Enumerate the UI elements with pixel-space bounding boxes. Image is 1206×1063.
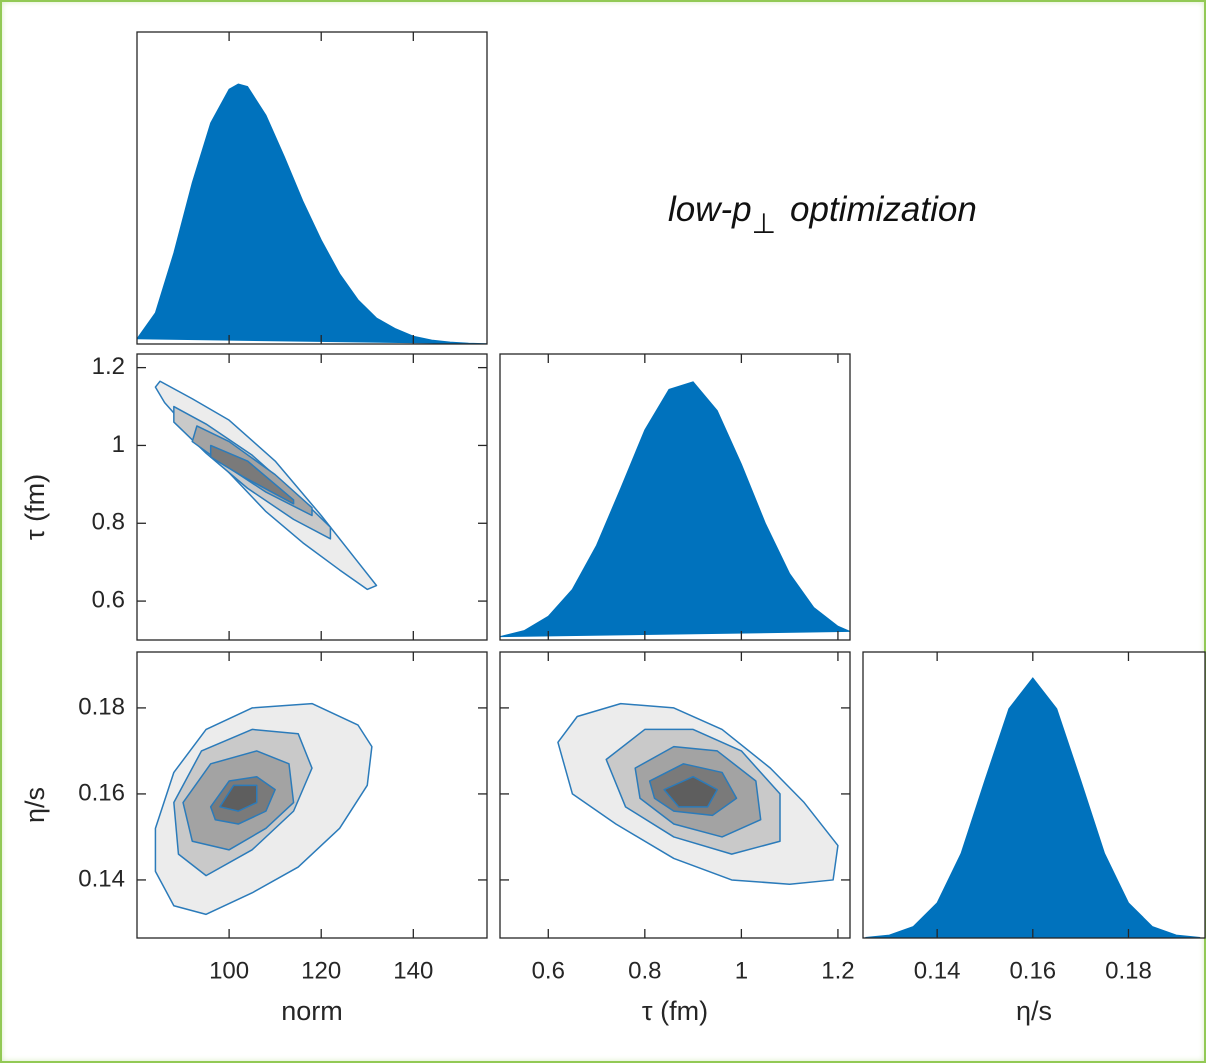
x-tick-label: 1.2	[821, 957, 854, 984]
panel-content	[154, 702, 373, 916]
y-tick-label: 0.14	[78, 865, 125, 892]
x-axis-label: τ (fm)	[642, 996, 708, 1026]
contour-level	[209, 444, 295, 505]
x-tick-label: 140	[393, 957, 433, 984]
panel-frame	[499, 353, 851, 641]
panel-content	[557, 702, 839, 885]
x-tick-label: 0.14	[914, 957, 961, 984]
y-tick-label: 1.2	[92, 353, 125, 380]
annotation-text-after: optimization	[790, 190, 977, 229]
y-tick-label: 0.18	[78, 693, 125, 720]
x-axis-label: η/s	[1016, 996, 1052, 1026]
annotation-text: low-p	[668, 190, 752, 229]
x-tick-label: 1	[735, 957, 748, 984]
x-tick-label: 100	[209, 957, 249, 984]
x-tick-label: 0.6	[532, 957, 565, 984]
density-area	[137, 83, 487, 344]
panel-content	[154, 380, 378, 591]
density-area	[500, 381, 850, 638]
x-axis-label: norm	[281, 996, 343, 1026]
panel-content	[137, 83, 487, 344]
panel-content	[500, 381, 850, 638]
annotation: low-p⊥ optimization	[668, 190, 977, 239]
annotation-subscript: ⊥	[752, 208, 776, 239]
x-tick-label: 0.8	[628, 957, 661, 984]
x-tick-label: 120	[301, 957, 341, 984]
y-tick-label: 1	[112, 431, 125, 458]
panel-content	[865, 677, 1201, 938]
panel-frame	[499, 651, 851, 939]
panel-frame	[136, 353, 488, 641]
y-axis-label: η/s	[20, 787, 50, 823]
y-tick-label: 0.6	[92, 586, 125, 613]
contour-level	[219, 784, 258, 812]
y-axis-label: τ (fm)	[20, 474, 50, 540]
panel-frame	[136, 651, 488, 939]
x-tick-label: 0.18	[1105, 957, 1152, 984]
contour-level	[663, 775, 718, 808]
y-tick-label: 0.8	[92, 509, 125, 536]
x-tick-label: 0.16	[1009, 957, 1056, 984]
panel-frame	[862, 651, 1206, 939]
y-tick-label: 0.16	[78, 779, 125, 806]
panel-frame	[136, 31, 488, 345]
density-area	[865, 677, 1201, 938]
